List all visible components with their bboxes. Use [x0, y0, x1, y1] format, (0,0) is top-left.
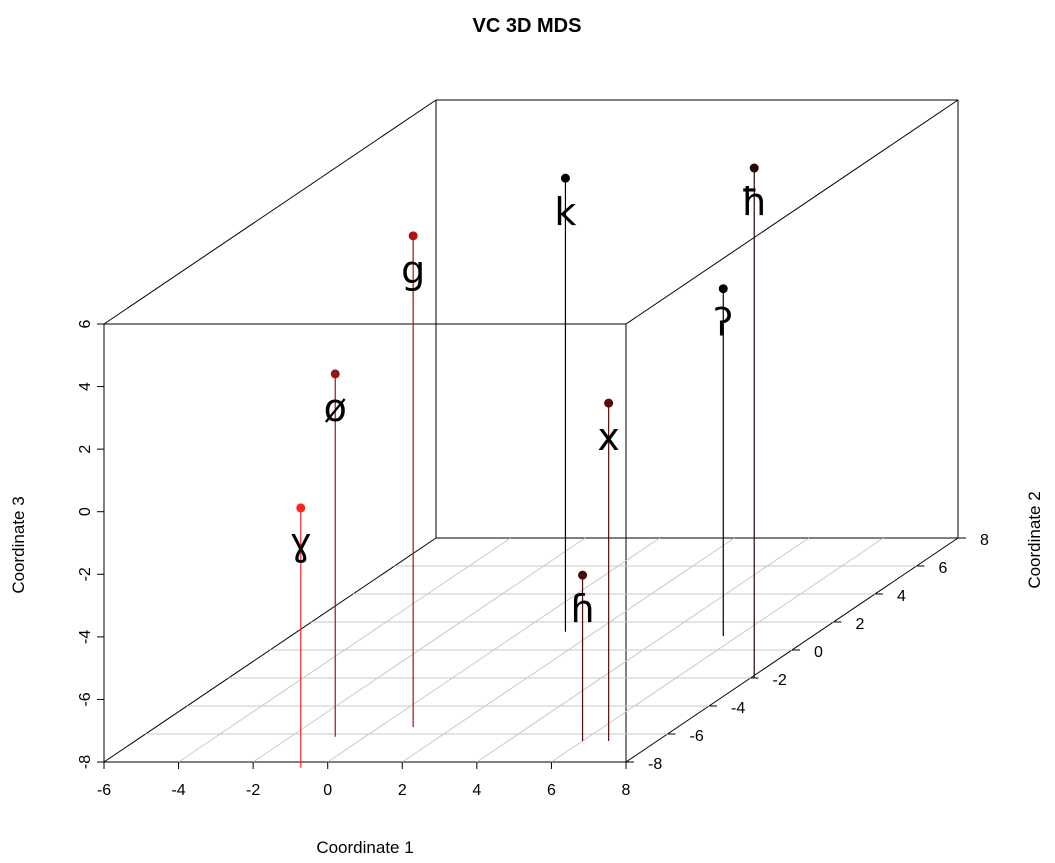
z-tick-label: 2: [77, 445, 94, 454]
z-tick-label: -6: [77, 692, 94, 706]
x-axis-label: Coordinate 1: [316, 838, 413, 857]
data-point-label: ħ: [741, 180, 767, 224]
data-point-label: ɦ: [571, 587, 595, 631]
z-tick-label: 0: [77, 507, 94, 516]
data-point: [330, 369, 340, 379]
y-tick-label: -8: [648, 756, 662, 773]
data-point: [604, 398, 614, 408]
data-point: [578, 570, 588, 580]
z-tick-label: 4: [77, 382, 94, 391]
z-tick-label: -4: [77, 630, 94, 644]
y-tick-label: 0: [814, 644, 823, 661]
x-tick-label: -6: [97, 782, 111, 799]
y-tick-label: -2: [773, 672, 787, 689]
z-tick-label: -8: [77, 755, 94, 769]
x-tick-label: 8: [622, 782, 631, 799]
x-tick-label: 2: [398, 782, 407, 799]
x-tick-label: -4: [171, 782, 185, 799]
data-point: [560, 173, 570, 183]
data-point-label: k: [554, 190, 576, 234]
y-tick-label: 2: [856, 616, 865, 633]
y-tick-label: 8: [980, 532, 989, 549]
chart-title: VC 3D MDS: [473, 15, 582, 37]
x-tick-label: 4: [472, 782, 481, 799]
z-tick-label: 6: [77, 319, 94, 328]
z-axis-label: Coordinate 3: [9, 496, 28, 593]
z-tick-label: -2: [77, 567, 94, 581]
y-tick-label: -4: [731, 700, 745, 717]
y-tick-label: 6: [939, 560, 948, 577]
data-point-label: x: [597, 415, 620, 459]
x-tick-label: 0: [323, 782, 332, 799]
data-point: [749, 163, 759, 173]
data-point: [296, 503, 306, 513]
data-point-label: ø: [324, 386, 347, 430]
y-tick-label: -6: [690, 728, 704, 745]
box-edge: [103, 99, 437, 325]
box-edge: [625, 99, 959, 325]
x-tick-label: 6: [547, 782, 556, 799]
y-axis-label: Coordinate 2: [1025, 491, 1044, 588]
data-point-label: ʔ: [714, 301, 733, 345]
x-tick-label: -2: [246, 782, 260, 799]
data-point: [718, 284, 728, 294]
floor-grid: [145, 537, 917, 763]
data-point: [408, 231, 418, 241]
data-point-label: g: [401, 248, 425, 292]
points-layer: ø ɣ g k x ɦ ʔ ħ: [289, 163, 767, 768]
box-frame: [103, 99, 959, 763]
y-tick-label: 4: [897, 588, 906, 605]
data-point-label: ɣ: [289, 520, 312, 564]
